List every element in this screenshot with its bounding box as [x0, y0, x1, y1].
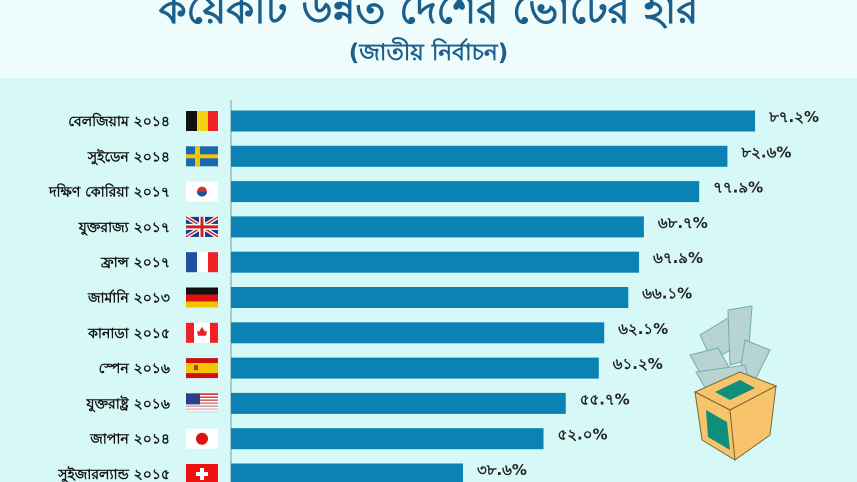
canada-flag-icon	[186, 322, 218, 343]
category-label: বেলজিয়াম ২০১৪	[68, 112, 170, 130]
chart-subtitle: (জাতীয় নির্বাচন)	[348, 40, 509, 66]
bar-row: সুইজারল্যান্ড ২০১৫ ৩৮.৬%	[57, 461, 527, 482]
data-label: ৬২.১%	[618, 320, 668, 338]
bar-row: সুইডেন ২০১৪ ৮২.৬%	[87, 143, 791, 167]
data-label: ৬৬.১%	[642, 285, 692, 303]
category-label: যুক্তরাজ্য ২০১৭	[78, 220, 170, 236]
bar	[231, 392, 566, 414]
bar-row: যুক্তরাজ্য ২০১৭ ৬৮.৭%	[78, 214, 708, 239]
bar	[231, 110, 756, 132]
bar	[231, 287, 629, 308]
data-label: ৭৭.৯%	[713, 179, 763, 197]
category-label: স্পেন ২০১৬	[99, 361, 170, 377]
bar-row: জাপান ২০১৪ ৫২.০%	[89, 426, 607, 450]
category-label: কানাডা ২০১৫	[87, 326, 170, 342]
category-label: ফ্রান্স ২০১৭	[100, 255, 170, 271]
bar-row: ফ্রান্স ২০১৭ ৬৭.৯%	[100, 249, 703, 273]
bar-row: কানাডা ২০১৫ ৬২.১%	[87, 320, 668, 344]
category-label: দক্ষিণ কোরিয়া ২০১৭	[48, 183, 170, 201]
data-label: ৩৮.৬%	[477, 461, 527, 479]
bar-row: জার্মানি ২০১৩ ৬৬.১%	[87, 285, 692, 308]
south-korea-flag-icon	[186, 181, 218, 202]
germany-flag-icon	[186, 287, 218, 308]
ballot-box-icon	[689, 305, 778, 461]
bar-row: যুক্তরাষ্ট্র ২০১৬ ৫৫.৭%	[85, 390, 630, 414]
uk-flag-icon	[184, 215, 220, 239]
bar-row: স্পেন ২০১৬ ৬১.২%	[99, 355, 663, 379]
sweden-flag-icon	[186, 146, 218, 167]
switzerland-flag-icon	[186, 464, 218, 482]
chart-title: কয়েকটি উন্নত দেশের ভোটের হার	[158, 0, 699, 33]
bar	[231, 216, 644, 238]
bar	[231, 145, 728, 167]
category-label: যুক্তরাষ্ট্র ২০১৬	[85, 394, 170, 412]
france-flag-icon	[186, 252, 218, 273]
bar	[231, 428, 544, 450]
data-label: ৮২.৬%	[740, 143, 791, 161]
data-label: ৫৫.৭%	[580, 390, 630, 408]
bar	[231, 181, 700, 203]
category-label: জাপান ২০১৪	[89, 432, 170, 448]
data-label: ৮৭.২%	[768, 108, 819, 126]
category-label: জার্মানি ২০১৩	[87, 289, 170, 307]
spain-flag-icon	[186, 358, 218, 379]
usa-flag-icon	[186, 393, 218, 413]
data-label: ৬৮.৭%	[658, 214, 708, 232]
bar	[231, 322, 605, 344]
bar	[231, 357, 599, 379]
japan-flag-icon	[186, 428, 218, 449]
belgium-flag-icon	[186, 111, 218, 131]
data-label: ৫২.০%	[558, 426, 608, 444]
bar-row: বেলজিয়াম ২০১৪ ৮৭.২%	[68, 108, 819, 132]
category-label: সুইজারল্যান্ড ২০১৫	[57, 465, 170, 482]
data-label: ৬১.২%	[613, 355, 663, 373]
bar	[231, 463, 463, 482]
bar-row: দক্ষিণ কোরিয়া ২০১৭ ৭৭.৯%	[48, 179, 763, 203]
bar	[231, 251, 640, 273]
data-label: ৬৭.৯%	[653, 249, 703, 267]
title-band: কয়েকটি উন্নত দেশের ভোটের হার (জাতীয় নি…	[0, 0, 857, 78]
category-label: সুইডেন ২০১৪	[87, 147, 170, 166]
